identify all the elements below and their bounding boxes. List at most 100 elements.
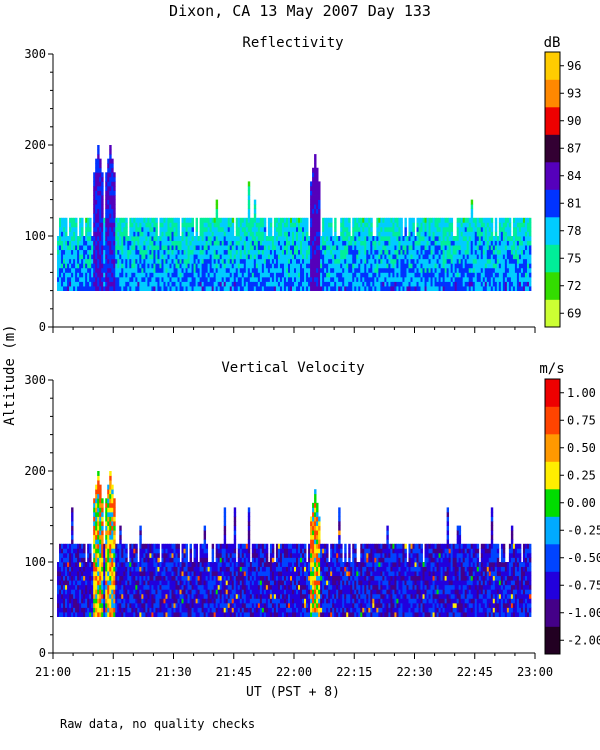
reflectivity-cell bbox=[111, 236, 114, 241]
reflectivity-cell bbox=[185, 231, 188, 237]
reflectivity-cell bbox=[179, 286, 182, 291]
reflectivity-cell bbox=[165, 258, 168, 264]
reflectivity-cell bbox=[221, 222, 225, 228]
reflectivity-cell bbox=[99, 176, 102, 182]
reflectivity-cell bbox=[117, 222, 120, 228]
reflectivity-cell bbox=[143, 236, 146, 241]
reflectivity-cell bbox=[281, 263, 285, 269]
reflectivity-cell bbox=[243, 217, 247, 223]
reflectivity-cell bbox=[294, 258, 297, 264]
reflectivity-cell bbox=[127, 258, 130, 264]
reflectivity-cell bbox=[225, 258, 229, 264]
reflectivity-cell bbox=[223, 267, 227, 273]
reflectivity-cell bbox=[91, 245, 94, 251]
reflectivity-cell bbox=[285, 272, 289, 278]
reflectivity-cell bbox=[291, 272, 295, 278]
reflectivity-cell bbox=[251, 258, 255, 264]
reflectivity-cell bbox=[285, 276, 289, 282]
reflectivity-cell bbox=[332, 263, 335, 269]
reflectivity-cell bbox=[107, 208, 110, 214]
reflectivity-cell bbox=[253, 231, 257, 237]
reflectivity-cell bbox=[125, 267, 128, 273]
reflectivity-cell bbox=[217, 222, 221, 228]
reflectivity-cell bbox=[273, 286, 277, 291]
reflectivity-cell bbox=[308, 276, 311, 282]
reflectivity-cell bbox=[195, 245, 198, 251]
reflectivity-cell bbox=[243, 258, 247, 264]
velocity-cell bbox=[113, 530, 116, 536]
reflectivity-cell bbox=[81, 254, 84, 260]
reflectivity-cell bbox=[322, 222, 325, 228]
reflectivity-cell bbox=[237, 272, 241, 278]
reflectivity-cell bbox=[149, 286, 152, 291]
reflectivity-cell bbox=[217, 286, 221, 291]
reflectivity-cell bbox=[259, 226, 263, 232]
velocity-cell bbox=[125, 557, 128, 563]
reflectivity-cell bbox=[255, 226, 259, 232]
reflectivity-cell bbox=[113, 204, 116, 210]
reflectivity-cell bbox=[340, 272, 343, 278]
reflectivity-cell bbox=[265, 286, 269, 291]
reflectivity-cell bbox=[71, 249, 74, 255]
reflectivity-cell bbox=[75, 286, 78, 291]
reflectivity-cell bbox=[123, 222, 126, 228]
reflectivity-cell bbox=[93, 263, 96, 269]
reflectivity-cell bbox=[324, 231, 327, 237]
reflectivity-cell bbox=[316, 249, 319, 255]
reflectivity-cell bbox=[79, 231, 82, 237]
reflectivity-cell bbox=[354, 263, 357, 269]
reflectivity-cell bbox=[352, 263, 355, 269]
reflectivity-cell bbox=[115, 240, 118, 246]
reflectivity-cell bbox=[221, 231, 225, 237]
reflectivity-cell bbox=[105, 276, 108, 282]
reflectivity-cell bbox=[113, 176, 116, 182]
reflectivity-cell bbox=[285, 267, 289, 273]
reflectivity-cell bbox=[131, 281, 134, 287]
reflectivity-cell bbox=[105, 281, 108, 287]
velocity-cell bbox=[125, 548, 128, 554]
reflectivity-cell bbox=[133, 226, 136, 232]
reflectivity-cell bbox=[81, 240, 84, 246]
reflectivity-cell bbox=[225, 263, 229, 269]
reflectivity-cell bbox=[85, 240, 88, 246]
reflectivity-cell bbox=[181, 240, 184, 246]
reflectivity-cell bbox=[237, 231, 241, 237]
reflectivity-cell bbox=[191, 240, 194, 246]
reflectivity-cell bbox=[342, 267, 345, 273]
reflectivity-cell bbox=[336, 276, 339, 282]
reflectivity-cell bbox=[346, 254, 349, 260]
reflectivity-cell bbox=[145, 263, 148, 269]
reflectivity-cell bbox=[370, 226, 373, 232]
reflectivity-cell bbox=[219, 226, 223, 232]
reflectivity-cell bbox=[225, 272, 229, 278]
reflectivity-cell bbox=[310, 195, 313, 200]
reflectivity-cell bbox=[117, 286, 120, 291]
reflectivity-cell bbox=[318, 236, 321, 241]
reflectivity-cell bbox=[322, 254, 325, 260]
reflectivity-cell bbox=[219, 222, 223, 228]
reflectivity-cell bbox=[163, 249, 166, 255]
reflectivity-cell bbox=[342, 281, 345, 287]
velocity-cell bbox=[71, 530, 74, 536]
reflectivity-cell bbox=[322, 263, 325, 269]
reflectivity-cell bbox=[95, 199, 98, 205]
reflectivity-cell bbox=[326, 267, 329, 273]
reflectivity-cell bbox=[253, 286, 257, 291]
reflectivity-cell bbox=[336, 245, 339, 251]
reflectivity-cell bbox=[302, 254, 305, 260]
reflectivity-cell bbox=[336, 272, 339, 278]
reflectivity-cell bbox=[77, 286, 80, 291]
reflectivity-cell bbox=[314, 195, 317, 200]
reflectivity-cell bbox=[61, 236, 64, 241]
reflectivity-cell bbox=[283, 281, 287, 287]
reflectivity-cell bbox=[294, 245, 297, 251]
reflectivity-cell bbox=[235, 226, 239, 232]
reflectivity-cell bbox=[143, 258, 146, 264]
reflectivity-cell bbox=[95, 176, 98, 182]
reflectivity-cell bbox=[101, 245, 104, 251]
reflectivity-cell bbox=[57, 236, 60, 241]
reflectivity-cell bbox=[153, 245, 156, 251]
reflectivity-cell bbox=[121, 272, 124, 278]
reflectivity-cell bbox=[304, 267, 307, 273]
reflectivity-cell bbox=[239, 254, 243, 260]
